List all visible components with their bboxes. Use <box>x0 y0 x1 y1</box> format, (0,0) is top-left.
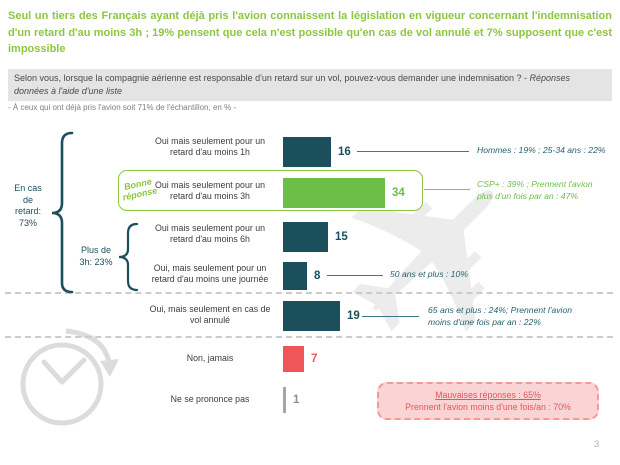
bar-label: Oui mais seulement pour un retard d'au m… <box>154 136 266 157</box>
bar-label: Non, jamais <box>186 353 234 363</box>
clock-watermark-icon <box>20 328 119 426</box>
bad-answers-box: Mauvaises réponses : 65% Prennent l'avio… <box>377 382 599 420</box>
bar <box>283 346 304 372</box>
annotation-50-ans: 50 ans et plus : 10% <box>390 269 468 279</box>
bar-label: Ne se prononce pas <box>170 394 250 404</box>
delay-group-brace <box>51 131 74 294</box>
annotation-hommes: Hommes : 19% ; 25-34 ans : 22% <box>477 145 606 155</box>
bar-row: 34 <box>283 178 405 208</box>
annotation-65-ans: 65 ans et plus : 24%; Prennent l'avion m… <box>428 305 573 327</box>
bar <box>283 387 286 413</box>
bar <box>283 137 331 167</box>
bar-label: Oui mais seulement pour un retard d'au m… <box>154 180 266 201</box>
sample-note: - À ceux qui ont déjà pris l'avion soit … <box>8 103 237 112</box>
bar-row: 8 <box>283 262 320 290</box>
bar-value: 8 <box>314 270 321 282</box>
bar-row: 16 <box>283 137 351 167</box>
over3h-group-brace <box>118 222 139 292</box>
question-text: Selon vous, lorsque la compagnie aérienn… <box>14 73 530 83</box>
annotation-leader-line <box>424 189 470 190</box>
separator-line <box>5 292 613 294</box>
bad-answers-line2: Prennent l'avion moins d'une fois/an : 7… <box>405 402 571 412</box>
bar <box>283 222 328 252</box>
annotation-leader-line <box>357 151 469 152</box>
bar <box>283 301 340 331</box>
annotation-leader-line <box>327 275 383 276</box>
bar-label: Oui, mais seulement en cas de vol annulé <box>149 304 271 325</box>
question-method-text: Réponses données à l'aide d'une liste <box>14 73 571 96</box>
bar-row: 7 <box>283 346 317 372</box>
bar-value: 15 <box>335 231 348 243</box>
bar-value: 1 <box>293 394 300 406</box>
bar-row: 1 <box>283 387 299 413</box>
bar-value: 19 <box>347 310 360 322</box>
bar-value: 16 <box>338 146 351 158</box>
bar <box>283 262 307 290</box>
bar-label: Oui mais seulement pour un retard d'au m… <box>154 223 266 244</box>
bar-value: 7 <box>311 353 318 365</box>
separator-line <box>5 336 613 338</box>
bar-row: 19 <box>283 301 360 331</box>
page-title: Seul un tiers des Français ayant déjà pr… <box>8 10 612 55</box>
bar <box>283 178 385 208</box>
bad-answers-line1: Mauvaises réponses : 65% <box>435 390 541 400</box>
bar-value: 34 <box>392 187 405 199</box>
group-label-over-3h: Plus de 3h: 23% <box>79 245 113 267</box>
bar-row: 15 <box>283 222 348 252</box>
group-label-delay: En cas de retard: 73% <box>14 183 42 228</box>
page-number: 3 <box>594 439 600 450</box>
annotation-csp: CSP+ : 39% ; Prennent l'avion plus d'un … <box>477 179 593 201</box>
bar-label: Oui, mais seulement pour un retard d'au … <box>151 263 269 284</box>
question-box: Selon vous, lorsque la compagnie aérienn… <box>8 69 612 101</box>
annotation-leader-line <box>362 316 419 317</box>
